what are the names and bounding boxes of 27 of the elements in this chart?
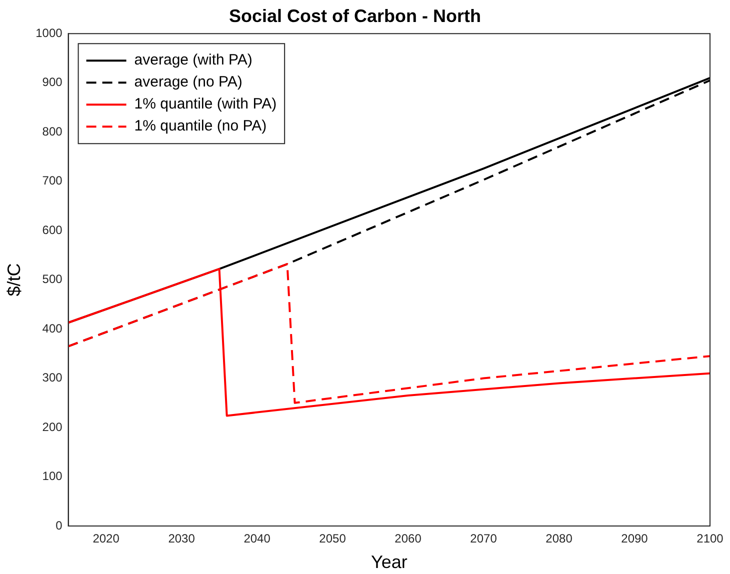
y-axis-title: $/tC xyxy=(4,263,24,296)
x-tick-label: 2040 xyxy=(244,532,271,546)
legend-label: 1% quantile (no PA) xyxy=(134,118,267,135)
y-tick-label: 500 xyxy=(42,272,63,286)
y-tick-label: 400 xyxy=(42,321,63,336)
x-tick-label: 2030 xyxy=(168,532,196,546)
x-tick-label: 2050 xyxy=(319,532,346,546)
x-tick-label: 2060 xyxy=(394,532,422,546)
y-tick-label: 600 xyxy=(42,222,63,237)
y-tick-label: 300 xyxy=(42,370,63,385)
x-tick-label: 2090 xyxy=(621,532,648,546)
y-tick-label: 800 xyxy=(42,124,63,138)
y-tick-label: 100 xyxy=(42,469,63,484)
legend-label: average (with PA) xyxy=(134,52,252,69)
y-tick-label: 0 xyxy=(56,518,63,532)
x-tick-label: 2080 xyxy=(546,532,573,546)
y-tick-label: 700 xyxy=(42,174,63,188)
y-tick-label: 900 xyxy=(42,75,63,90)
x-tick-label: 2100 xyxy=(696,532,724,546)
x-tick-label: 2070 xyxy=(470,532,498,546)
x-tick-label: 2020 xyxy=(92,532,120,546)
legend-label: 1% quantile (with PA) xyxy=(134,96,277,113)
legend-label: average (no PA) xyxy=(134,74,242,91)
chart-title: Social Cost of Carbon - North xyxy=(229,6,481,26)
y-tick-label: 200 xyxy=(42,420,63,434)
x-axis-title: Year xyxy=(370,552,408,572)
y-tick-label: 1000 xyxy=(36,26,63,40)
